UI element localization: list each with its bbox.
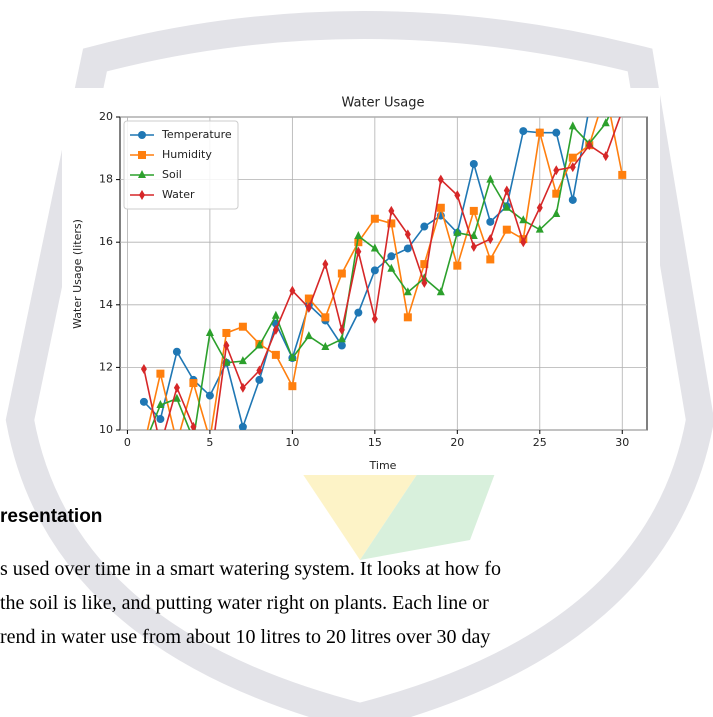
y-tick-label: 12 xyxy=(99,360,113,373)
marker xyxy=(338,270,346,278)
marker xyxy=(602,88,610,96)
marker xyxy=(371,215,379,223)
marker xyxy=(371,266,379,274)
marker xyxy=(618,88,626,89)
x-tick-label: 25 xyxy=(533,436,547,449)
marker xyxy=(173,439,181,447)
legend-label: Temperature xyxy=(161,128,232,141)
marker xyxy=(437,204,445,212)
section-heading: resentation xyxy=(0,506,102,528)
marker xyxy=(470,160,478,168)
marker xyxy=(569,154,577,162)
legend-label: Soil xyxy=(162,168,182,181)
marker xyxy=(321,313,329,321)
x-tick-label: 5 xyxy=(206,436,213,449)
marker xyxy=(486,218,494,226)
legend-marker xyxy=(138,151,146,159)
paragraph-line: s used over time in a smart watering sys… xyxy=(0,558,501,581)
marker xyxy=(354,309,362,317)
x-tick-label: 20 xyxy=(450,436,464,449)
marker xyxy=(140,441,148,449)
marker xyxy=(189,379,197,387)
marker xyxy=(453,262,461,270)
x-tick-label: 0 xyxy=(124,436,131,449)
marker xyxy=(536,129,544,137)
marker xyxy=(585,104,593,112)
chart: Water Usage Time Water Usage (liters) 10… xyxy=(62,88,660,475)
marker xyxy=(470,207,478,215)
marker xyxy=(157,441,163,451)
x-tick-label: 30 xyxy=(615,436,629,449)
chart-title: Water Usage xyxy=(341,96,424,111)
marker xyxy=(255,376,263,384)
marker xyxy=(272,351,280,359)
marker xyxy=(569,196,577,204)
marker xyxy=(239,323,247,331)
page: Water Usage Time Water Usage (liters) 10… xyxy=(0,0,713,717)
marker xyxy=(420,223,428,231)
marker xyxy=(222,329,230,337)
marker xyxy=(207,463,213,473)
marker xyxy=(619,106,625,116)
y-tick-label: 20 xyxy=(99,110,113,123)
x-axis-label: Time xyxy=(369,459,397,472)
y-tick-label: 16 xyxy=(99,235,113,248)
marker xyxy=(140,442,148,450)
marker xyxy=(519,127,527,135)
paragraph-line: the soil is like, and putting water righ… xyxy=(0,592,489,615)
y-tick-label: 18 xyxy=(99,173,113,186)
legend-label: Water xyxy=(162,188,195,201)
marker xyxy=(552,129,560,137)
marker xyxy=(156,415,164,423)
legend-label: Humidity xyxy=(162,148,212,161)
marker xyxy=(239,423,247,431)
paragraph-line: rend in water use from about 10 litres t… xyxy=(0,626,490,649)
marker xyxy=(486,255,494,263)
x-tick-label: 15 xyxy=(368,436,382,449)
marker xyxy=(602,88,610,96)
marker xyxy=(404,244,412,252)
marker xyxy=(404,313,412,321)
marker xyxy=(156,370,164,378)
marker xyxy=(387,252,395,260)
y-axis-label: Water Usage (liters) xyxy=(71,219,84,329)
legend-marker xyxy=(138,131,146,139)
marker xyxy=(173,348,181,356)
y-tick-label: 14 xyxy=(99,298,113,311)
marker xyxy=(189,434,197,442)
marker xyxy=(140,398,148,406)
marker xyxy=(503,226,511,234)
marker xyxy=(206,392,214,400)
x-tick-label: 10 xyxy=(285,436,299,449)
marker xyxy=(288,382,296,390)
marker xyxy=(618,171,626,179)
y-tick-label: 10 xyxy=(99,423,113,436)
marker xyxy=(338,341,346,349)
